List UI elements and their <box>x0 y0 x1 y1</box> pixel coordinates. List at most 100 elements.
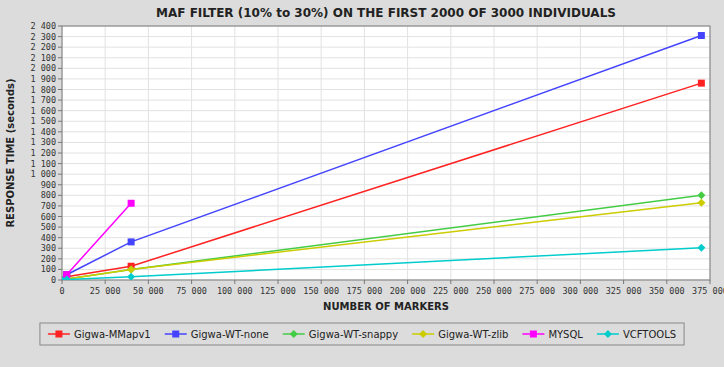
grid-line <box>62 163 710 164</box>
tick-label: 2 000 <box>30 63 56 73</box>
grid-line <box>62 57 710 58</box>
tick-label: 100 000 <box>217 286 253 296</box>
grid-line <box>62 142 710 143</box>
tick <box>623 280 624 284</box>
tick <box>58 47 62 48</box>
tick-label: 2 200 <box>30 42 56 52</box>
axes: 01002003004005006007008009001 0001 1001 … <box>30 21 724 296</box>
tick <box>58 269 62 270</box>
tick-label: 1 400 <box>30 127 56 137</box>
tick <box>58 258 62 259</box>
tick <box>321 280 322 284</box>
legend-label: MYSQL <box>548 329 583 340</box>
grid-line <box>450 26 451 280</box>
legend-item: VCFTOOLS <box>597 329 676 340</box>
grid-line <box>62 248 710 249</box>
grid-line <box>234 26 235 280</box>
tick <box>62 280 63 284</box>
legend-box <box>40 323 684 345</box>
tick <box>58 216 62 217</box>
tick <box>364 280 365 284</box>
tick-label: 375 000 <box>692 286 724 296</box>
tick <box>58 142 62 143</box>
legend: Gigwa-MMapv1Gigwa-WT-noneGigwa-WT-snappy… <box>40 323 684 345</box>
grid-line <box>191 26 192 280</box>
legend-label: Gigwa-WT-none <box>191 329 269 340</box>
tick <box>191 280 192 284</box>
grid-line <box>62 174 710 175</box>
grid-line <box>148 26 149 280</box>
tick <box>58 131 62 132</box>
tick-label: 300 000 <box>562 286 598 296</box>
tick <box>58 26 62 27</box>
grid-line <box>62 269 710 270</box>
plot-frame <box>62 26 710 280</box>
tick-label: 150 000 <box>303 286 339 296</box>
data <box>62 32 705 280</box>
grid-line <box>62 78 710 79</box>
grid-line <box>62 121 710 122</box>
tick-label: 200 <box>41 254 56 264</box>
tick <box>58 68 62 69</box>
tick <box>537 280 538 284</box>
background <box>0 0 724 367</box>
marker <box>127 265 135 273</box>
tick <box>58 57 62 58</box>
tick-label: 1 000 <box>30 169 56 179</box>
tick-label: 100 <box>41 264 56 274</box>
tick <box>710 280 711 284</box>
grid-line <box>62 100 710 101</box>
tick <box>58 121 62 122</box>
tick <box>105 280 106 284</box>
line <box>62 36 701 280</box>
tick-label: 1 500 <box>30 116 56 126</box>
grid-line <box>62 131 710 132</box>
tick-label: 175 000 <box>346 286 382 296</box>
tick <box>58 280 62 281</box>
tick-label: 125 000 <box>260 286 296 296</box>
legend-label: Gigwa-MMapv1 <box>74 329 151 340</box>
grid-line <box>62 153 710 154</box>
tick <box>58 153 62 154</box>
tick-label: 1 200 <box>30 148 56 158</box>
legend-item: MYSQL <box>522 329 583 340</box>
tick <box>58 205 62 206</box>
line <box>62 203 131 280</box>
marker <box>128 200 135 207</box>
tick <box>494 280 495 284</box>
line <box>62 195 701 280</box>
tick <box>278 280 279 284</box>
tick-label: 350 000 <box>649 286 685 296</box>
tick-label: 600 <box>41 212 56 222</box>
title: MAF FILTER (10% to 30%) ON THE FIRST 200… <box>156 6 616 20</box>
legend-marker <box>172 331 179 338</box>
tick <box>58 184 62 185</box>
tick-label: 250 000 <box>476 286 512 296</box>
tick <box>58 227 62 228</box>
grid-line <box>537 26 538 280</box>
series <box>62 199 705 280</box>
tick <box>407 280 408 284</box>
series <box>62 191 705 280</box>
tick-label: 1 100 <box>30 159 56 169</box>
tick-label: 300 <box>41 243 56 253</box>
tick <box>148 280 149 284</box>
marker <box>128 238 135 245</box>
grid-line <box>62 89 710 90</box>
tick-label: 2 300 <box>30 32 56 42</box>
grid-line <box>580 26 581 280</box>
tick-label: 200 000 <box>390 286 426 296</box>
grid-line <box>62 227 710 228</box>
grid-line <box>105 26 106 280</box>
tick <box>58 110 62 111</box>
tick-label: 325 000 <box>606 286 642 296</box>
grid-line <box>407 26 408 280</box>
legend-marker <box>530 331 537 338</box>
tick <box>666 280 667 284</box>
tick-label: 700 <box>41 201 56 211</box>
tick <box>580 280 581 284</box>
tick-label: 800 <box>41 190 56 200</box>
series <box>62 244 705 280</box>
legend-item: Gigwa-MMapv1 <box>48 329 151 340</box>
plot-area <box>62 26 710 280</box>
